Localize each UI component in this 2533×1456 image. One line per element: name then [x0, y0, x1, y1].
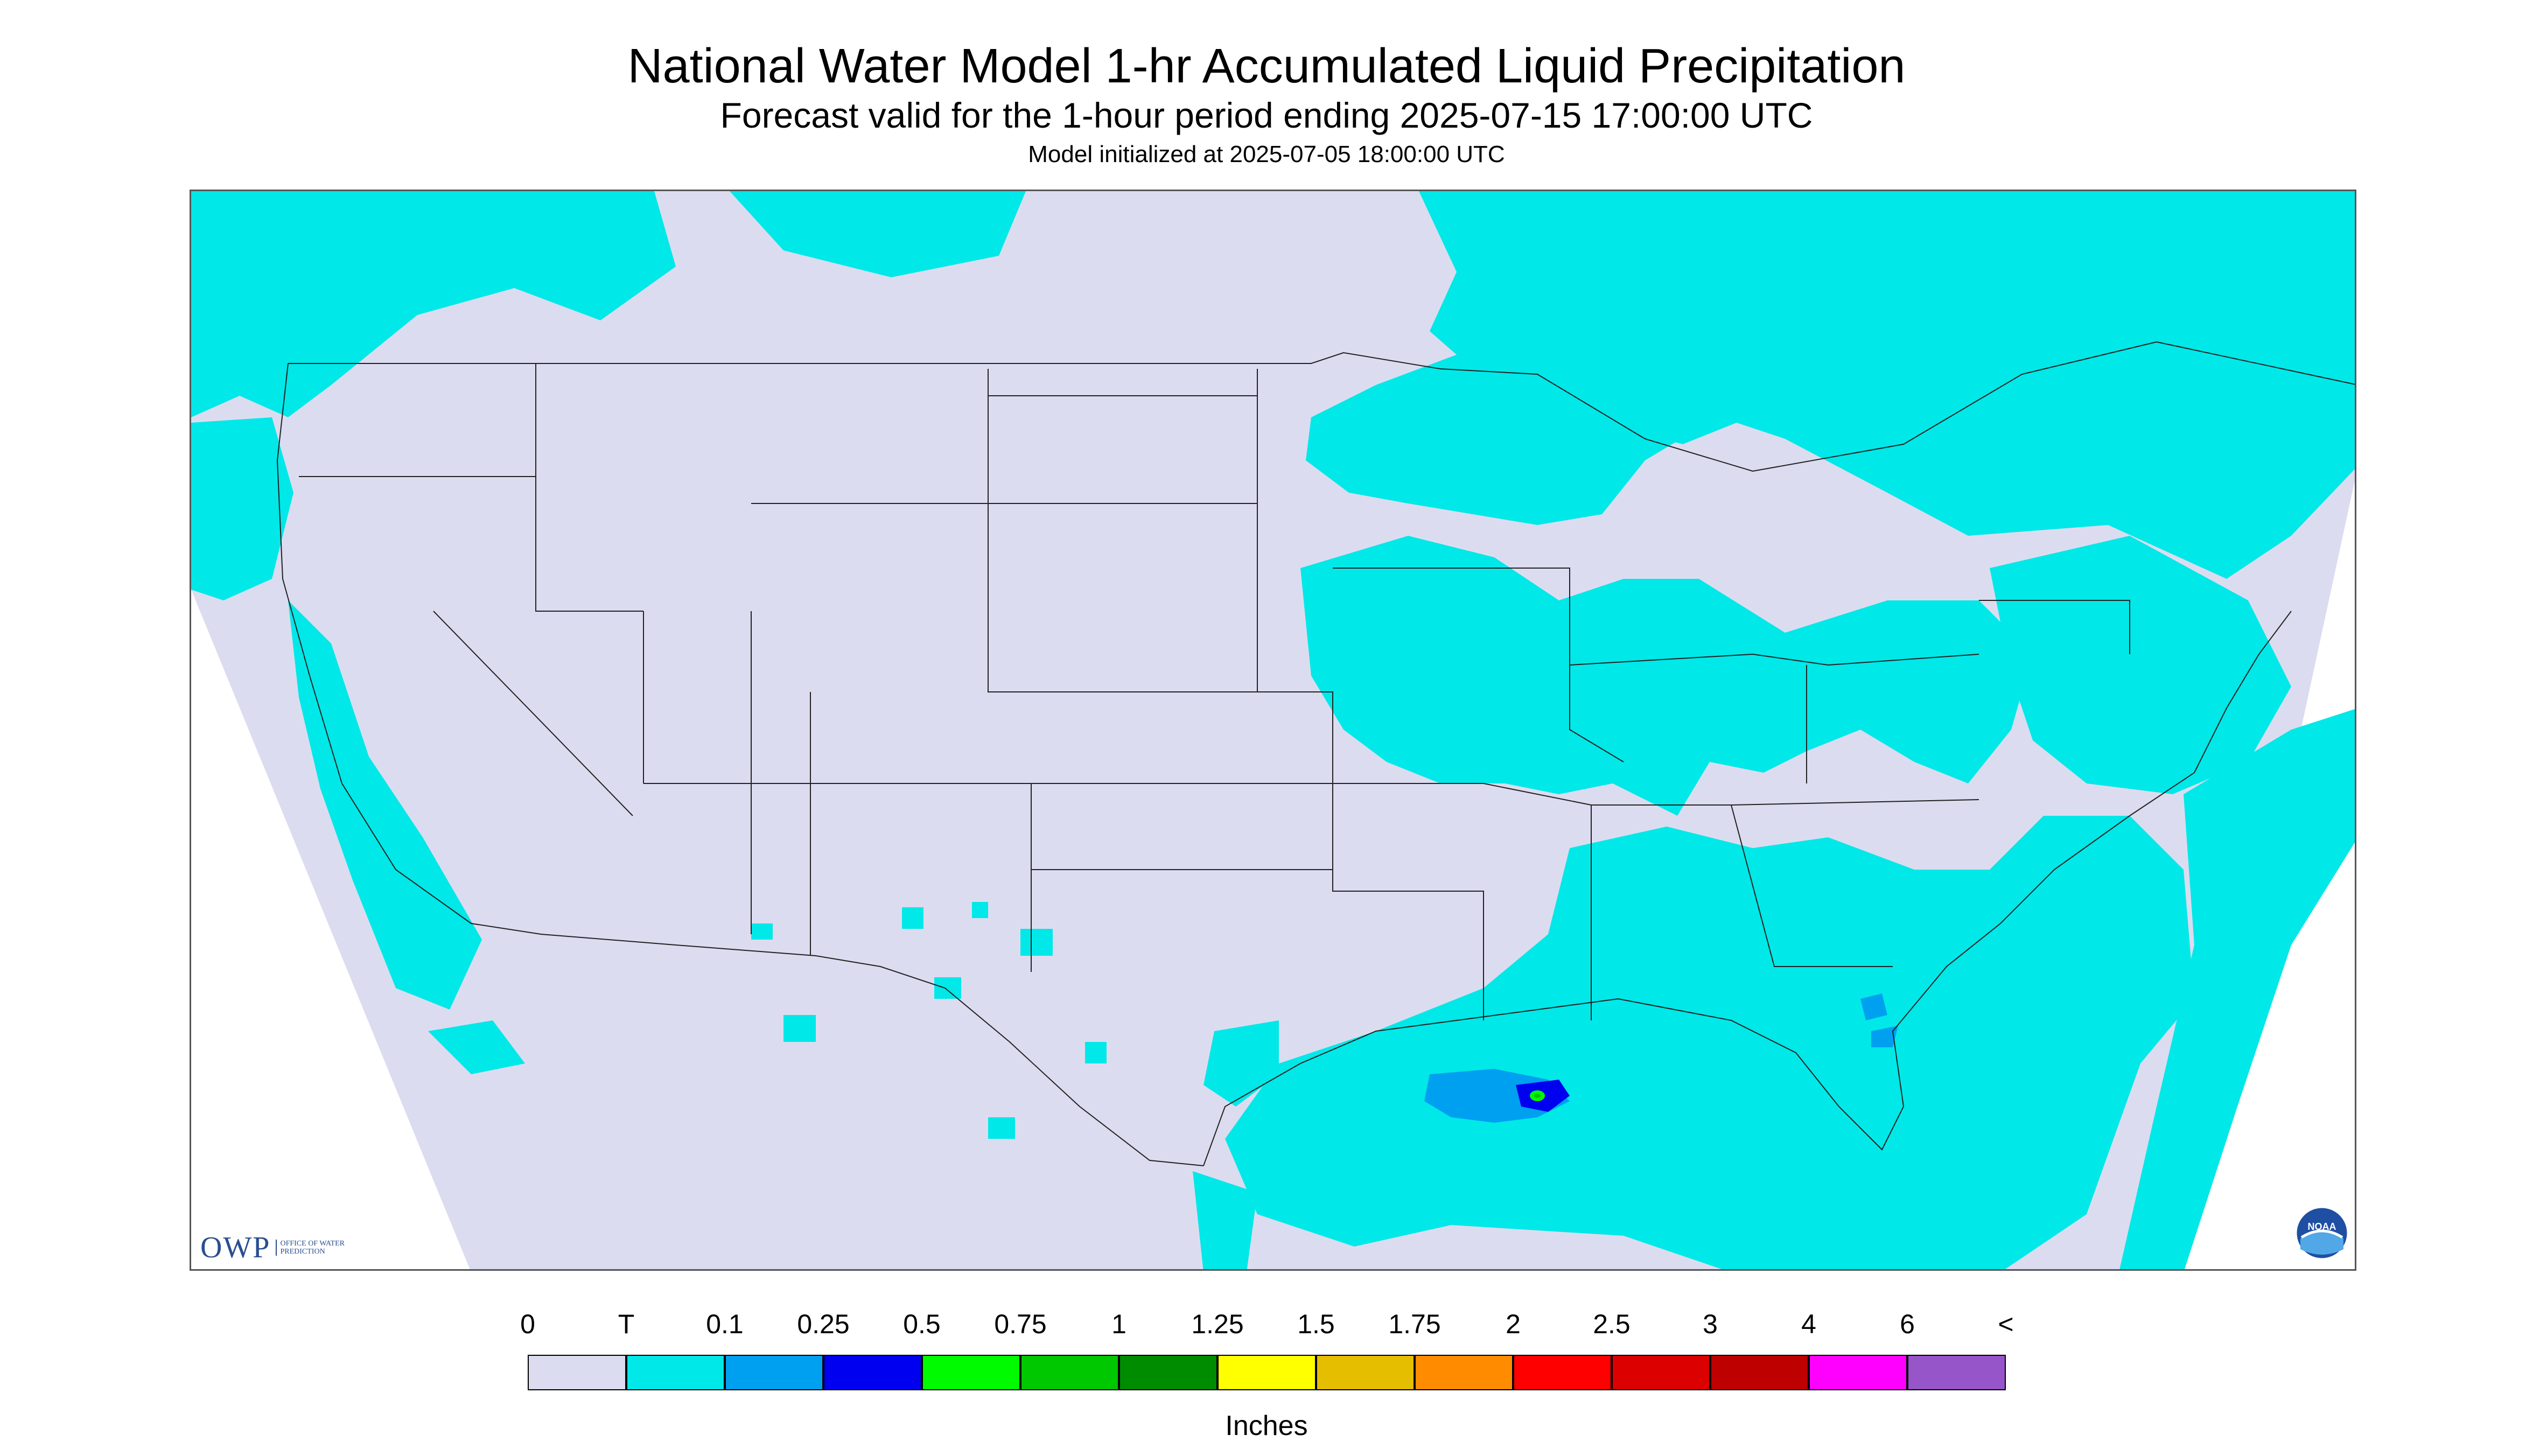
legend-color-swatch: [626, 1355, 725, 1390]
pacific-northwest-trace: [191, 191, 676, 417]
legend-tick-label: 1: [1111, 1309, 1126, 1339]
legend-tick-label: 4: [1801, 1309, 1816, 1339]
precip-0.1-area: [1424, 1069, 1570, 1123]
canada-border: [288, 341, 2355, 472]
gulf-coast: [1203, 772, 2195, 1166]
trace-cell: [783, 1015, 816, 1042]
legend-tick-label: <: [1998, 1309, 2014, 1339]
legend-color-swatch: [1415, 1355, 1513, 1390]
state-line: [988, 369, 1257, 504]
model-init-label: Model initialized at 2025-07-05 18:00:00…: [1028, 141, 1505, 167]
legend-tick-label: 3: [1703, 1309, 1718, 1339]
trace-cell: [972, 902, 988, 918]
legend-color-swatch: [1809, 1355, 1907, 1390]
owp-logo: OWP OFFICE OF WATER PREDICTION: [200, 1229, 350, 1266]
precip-0.75-core: [1534, 1094, 1541, 1098]
west-coast: [276, 363, 542, 935]
trace-cell: [1020, 929, 1053, 956]
trace-cell: [1085, 1042, 1107, 1063]
texas-coast-trace: [1203, 1020, 1279, 1107]
owp-logo-text: OWP: [200, 1231, 271, 1264]
legend-color-swatch: [1513, 1355, 1612, 1390]
legend-tick-label: 0.75: [994, 1309, 1047, 1339]
trace-cell: [902, 907, 923, 929]
legend-color-swatch: [823, 1355, 922, 1390]
legend-color-swatch: [1119, 1355, 1217, 1390]
legend-tick-label: 1.5: [1297, 1309, 1335, 1339]
precip-0.1-small: [1871, 1026, 1898, 1047]
noaa-logo-text: NOAA: [2308, 1221, 2336, 1232]
legend-tick-label: 0.25: [797, 1309, 850, 1339]
legend-tick-label: 2.5: [1593, 1309, 1631, 1339]
legend-tick-label: 0.5: [903, 1309, 941, 1339]
state-line: [1979, 600, 2130, 654]
baja-trace: [428, 1020, 525, 1074]
mexico-south-trace: [1193, 1171, 1257, 1269]
legend-tick-label: 0: [520, 1309, 535, 1339]
legend-tick-label: 6: [1900, 1309, 1915, 1339]
legend-color-swatch: [1020, 1355, 1119, 1390]
legend-color-swatch: [1217, 1355, 1316, 1390]
state-line: [1257, 369, 1333, 783]
legend-color-swatch: [528, 1355, 626, 1390]
noaa-logo: NOAA: [2295, 1206, 2349, 1260]
gulf-precip-cluster: [1424, 993, 1898, 1123]
northeast-canada-trace: [1419, 191, 2355, 579]
owp-logo-subtext: OFFICE OF WATER PREDICTION: [276, 1240, 350, 1256]
legend-units: Inches: [1225, 1410, 1308, 1441]
state-line: [810, 692, 1032, 972]
legend-tick-label: 0.1: [706, 1309, 744, 1339]
precip-0.1-small: [1860, 993, 1887, 1020]
atlantic-offshore-trace: [2119, 709, 2355, 1269]
state-boundaries: [276, 341, 2355, 1166]
legend-color-swatch: [1710, 1355, 1809, 1390]
map-title: National Water Model 1-hr Accumulated Li…: [627, 39, 1906, 93]
great-lakes-trace: [1306, 331, 1699, 525]
trace-cell: [751, 923, 773, 940]
canada-north-trace: [730, 191, 1026, 277]
california-coast-trace: [288, 600, 482, 1010]
state-line: [1731, 804, 1893, 967]
state-line: [1031, 783, 1484, 1020]
legend-tick-label: 1.25: [1191, 1309, 1244, 1339]
legend-color-swatch: [922, 1355, 1020, 1390]
legend-color-swatch: [1316, 1355, 1415, 1390]
state-line: [1333, 568, 1624, 762]
legend-tick-label: T: [618, 1309, 635, 1339]
legend-color-swatch: [1907, 1355, 2006, 1390]
state-line-ne: [2194, 611, 2292, 773]
southeast-trace: [1225, 816, 2194, 1269]
map-canvas: [191, 191, 2355, 1269]
precipitation-map: [190, 190, 2356, 1271]
legend-tick-label: 1.75: [1388, 1309, 1441, 1339]
legend-color-swatch: [725, 1355, 823, 1390]
pacific-coast-trace: [191, 417, 293, 600]
trace-cell: [934, 977, 961, 999]
trace-cell: [988, 1117, 1015, 1139]
legend-color-swatch: [1612, 1355, 1710, 1390]
map-subtitle: Forecast valid for the 1-hour period end…: [720, 95, 1813, 135]
state-line: [433, 611, 633, 816]
state-line: [751, 503, 1257, 692]
state-line: [535, 363, 643, 612]
state-line: [1569, 653, 1979, 666]
midwest-trace: [1300, 536, 2033, 816]
mexico-border: [541, 934, 1204, 1166]
legend-tick-label: 2: [1506, 1309, 1521, 1339]
